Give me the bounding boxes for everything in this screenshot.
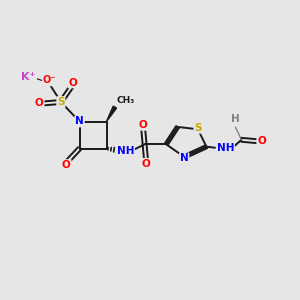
Text: NH: NH <box>217 143 234 153</box>
Polygon shape <box>106 106 117 122</box>
Text: O: O <box>68 77 77 88</box>
Text: CH₃: CH₃ <box>116 96 135 105</box>
Text: O⁻: O⁻ <box>43 75 56 85</box>
Text: O: O <box>142 159 151 169</box>
Text: O: O <box>257 136 266 146</box>
Text: S: S <box>57 97 65 107</box>
Text: N: N <box>180 153 189 164</box>
Text: O: O <box>62 160 71 170</box>
Text: K⁺: K⁺ <box>21 72 35 82</box>
Text: N: N <box>75 116 84 127</box>
Text: H: H <box>231 114 240 124</box>
Text: S: S <box>194 123 202 133</box>
Text: NH: NH <box>117 146 134 156</box>
Text: O: O <box>35 98 44 109</box>
Text: O: O <box>139 120 148 130</box>
